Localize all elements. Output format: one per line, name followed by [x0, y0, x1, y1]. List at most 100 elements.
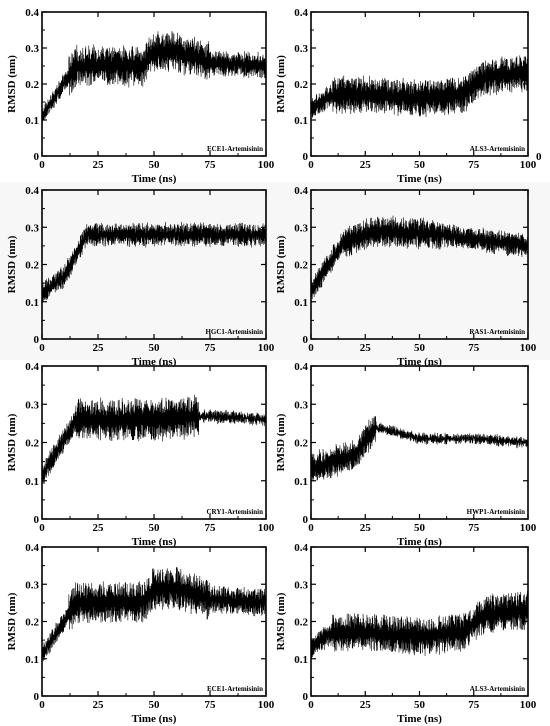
y-tick-label: 0.4	[294, 7, 308, 19]
y-tick-label: 0.3	[294, 222, 308, 234]
y-tick-label: 0.1	[294, 476, 308, 488]
panel-label: ECE1-Artemisinin	[207, 685, 263, 693]
y-tick-label: 0.4	[25, 185, 39, 197]
y-axis-title: RMSD (nm)	[275, 592, 287, 650]
x-tick-label: 75	[468, 522, 480, 534]
x-tick-label: 0	[39, 342, 45, 354]
y-axis-title: RMSD (nm)	[275, 55, 287, 113]
y-tick-label: 0.4	[294, 185, 308, 197]
x-tick-label: 50	[414, 699, 426, 711]
y-tick-label: 0.2	[294, 617, 308, 629]
x-tick-label: 25	[93, 342, 105, 354]
x-tick-label: 100	[520, 159, 537, 171]
x-tick-label: 100	[258, 522, 275, 534]
x-tick-label: 50	[149, 159, 161, 171]
x-tick-label: 75	[205, 342, 217, 354]
y-axis-title: RMSD (nm)	[6, 235, 18, 293]
rmsd-panel: 0 25 50 75 100 0 0.1 0.2 0.3 0.4 Time (ns) RMSD (nm…	[6, 185, 275, 368]
rmsd-series-line	[41, 31, 267, 124]
y-tick-label: 0.2	[294, 438, 308, 450]
y-tick-label: 0.1	[294, 297, 308, 309]
x-tick-label: 0	[308, 342, 314, 354]
rmsd-series-line	[310, 591, 529, 659]
y-axis-title: RMSD (nm)	[275, 413, 287, 471]
x-tick-label: 0	[39, 159, 45, 171]
x-tick-label: 75	[468, 342, 480, 354]
row-band	[0, 182, 550, 360]
rmsd-series-line	[41, 221, 267, 303]
y-tick-label: 0.3	[294, 579, 308, 591]
y-tick-label: 0	[34, 334, 40, 346]
y-tick-label: 0.1	[25, 476, 39, 488]
rmsd-series-line	[41, 566, 267, 662]
y-tick-label: 0.2	[294, 260, 308, 272]
y-tick-label: 0.2	[25, 617, 39, 629]
x-tick-label: 25	[360, 522, 372, 534]
x-axis-title: Time (ns)	[397, 713, 442, 725]
y-tick-label: 0.3	[294, 43, 308, 55]
y-tick-label: 0.1	[294, 654, 308, 666]
x-tick-label: 25	[360, 159, 372, 171]
x-tick-label: 75	[205, 159, 217, 171]
y-tick-label: 0	[303, 151, 309, 163]
x-tick-label: 50	[149, 522, 161, 534]
x-tick-label: 25	[360, 699, 372, 711]
y-tick-label: 0.1	[25, 115, 39, 127]
rmsd-panel: 0 25 50 75 100 0 0.1 0.2 0.3 0.4 Time (ns) RMSD (nm…	[6, 542, 275, 725]
x-tick-label: 50	[149, 342, 161, 354]
y-tick-label: 0.4	[294, 361, 308, 373]
x-axis-title: Time (ns)	[397, 173, 442, 185]
y-tick-label: 0.1	[294, 115, 308, 127]
y-axis-title: RMSD (nm)	[6, 55, 18, 113]
x-tick-label: 50	[414, 522, 426, 534]
x-tick-label: 25	[93, 522, 105, 534]
y-tick-label: 0.2	[294, 79, 308, 91]
x-axis-title: Time (ns)	[397, 356, 442, 368]
x-axis-title: Time (ns)	[132, 173, 177, 185]
plot-frame	[41, 365, 267, 520]
panel-label: ECE1-Artemisinin	[207, 145, 263, 153]
x-tick-label: 25	[360, 342, 372, 354]
y-tick-label: 0	[34, 151, 40, 163]
plot-frame	[310, 189, 529, 340]
x-tick-label: 50	[414, 159, 426, 171]
y-tick-label: 0.3	[25, 579, 39, 591]
rmsd-series-line	[310, 215, 529, 303]
x-axis-title: Time (ns)	[397, 536, 442, 548]
x-tick-label: 75	[468, 159, 480, 171]
y-tick-label: 0.2	[25, 260, 39, 272]
rmsd-panel: 0 25 50 75 100 0 0.1 0.2 0.3 0.4 Time (ns) RMSD (nm…	[6, 7, 275, 185]
x-tick-label: 0	[308, 699, 314, 711]
x-tick-label: 100	[258, 159, 275, 171]
y-tick-label: 0.3	[294, 399, 308, 411]
x-tick-label: 0	[39, 699, 45, 711]
y-tick-label: 0	[34, 691, 40, 703]
x-tick-label: 0	[308, 522, 314, 534]
x-tick-label: 100	[258, 342, 275, 354]
x-axis-title: Time (ns)	[132, 356, 177, 368]
x-tick-label: 100	[520, 699, 537, 711]
y-tick-label: 0.4	[25, 542, 39, 554]
y-tick-label: 0.4	[294, 542, 308, 554]
y-tick-label: 0.3	[25, 399, 39, 411]
x-tick-label: 75	[205, 522, 217, 534]
x-tick-label: 100	[258, 699, 275, 711]
x-tick-label: 50	[414, 342, 426, 354]
rmsd-series-line	[310, 55, 529, 118]
rmsd-panel: 0 25 50 75 100 0 0.1 0.2 0.3 0.4 Time (ns) RMSD (nm…	[6, 361, 275, 548]
rmsd-panel: 0 25 50 75 100 0 0.1 0.2 0.3 0.4 Time (ns) RMSD (nm…	[275, 542, 537, 725]
panel-label: ALS3-Artemisinin	[470, 685, 525, 693]
panel-label: CRY1-Artemisinin	[206, 508, 263, 516]
plot-frame	[41, 189, 267, 340]
x-tick-label: 100	[520, 342, 537, 354]
extra-tick-label: 0	[536, 151, 542, 163]
y-axis-title: RMSD (nm)	[6, 592, 18, 650]
x-tick-label: 100	[520, 522, 537, 534]
x-tick-label: 25	[93, 159, 105, 171]
y-axis-title: RMSD (nm)	[275, 235, 287, 293]
y-axis-title: RMSD (nm)	[6, 413, 18, 471]
y-tick-label: 0.1	[25, 654, 39, 666]
x-tick-label: 0	[308, 159, 314, 171]
rmsd-panel: 0 25 50 75 100 0 0.1 0.2 0.3 0.4 Time (ns) RMSD (nm…	[275, 185, 537, 368]
